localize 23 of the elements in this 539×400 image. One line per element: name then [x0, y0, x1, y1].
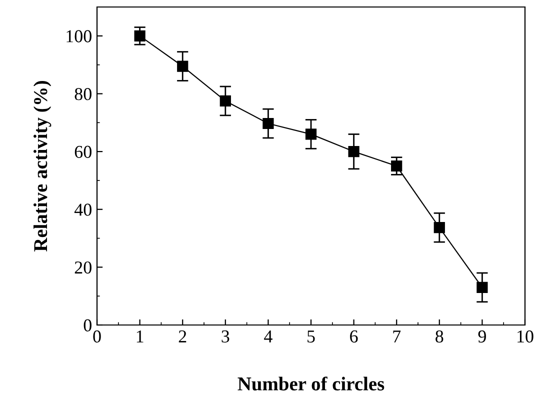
y-tick-label: 0 — [84, 319, 92, 332]
x-tick-label: 7 — [393, 330, 401, 342]
x-tick-label: 0 — [93, 330, 101, 343]
y-tick-label: 60 — [74, 146, 92, 158]
x-tick-label: 10 — [518, 330, 534, 343]
point — [305, 128, 317, 140]
x-tick-label: 9 — [478, 330, 486, 343]
y-axis-title: Relative activity (%) — [34, 81, 52, 252]
x-tick-label: 6 — [350, 330, 358, 343]
x-tick-label: 4 — [264, 330, 272, 342]
x-tick-label: 1 — [136, 330, 144, 342]
y-tick-label: 100 — [66, 30, 92, 42]
y-tick-label: 20 — [74, 261, 92, 274]
x-tick-label: 5 — [308, 330, 315, 343]
point — [177, 60, 188, 72]
point — [348, 146, 360, 158]
x-tick-label: 2 — [178, 330, 186, 342]
y-tick-label: 40 — [74, 204, 92, 216]
x-tick-label: 8 — [436, 330, 444, 343]
x-tick-label: 3 — [222, 330, 230, 343]
x-axis-title: Number of circles — [238, 376, 384, 391]
point — [262, 118, 274, 130]
y-tick-label: 80 — [74, 88, 92, 100]
